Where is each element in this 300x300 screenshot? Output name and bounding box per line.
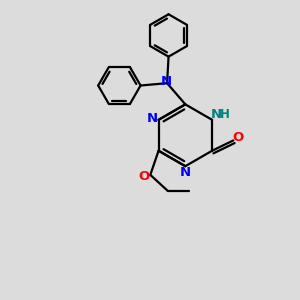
Text: N: N: [160, 76, 172, 88]
Text: N: N: [211, 108, 222, 121]
Text: H: H: [220, 108, 230, 121]
Text: O: O: [232, 131, 243, 144]
Text: N: N: [146, 112, 158, 125]
Text: O: O: [138, 170, 149, 183]
Text: N: N: [180, 166, 191, 179]
